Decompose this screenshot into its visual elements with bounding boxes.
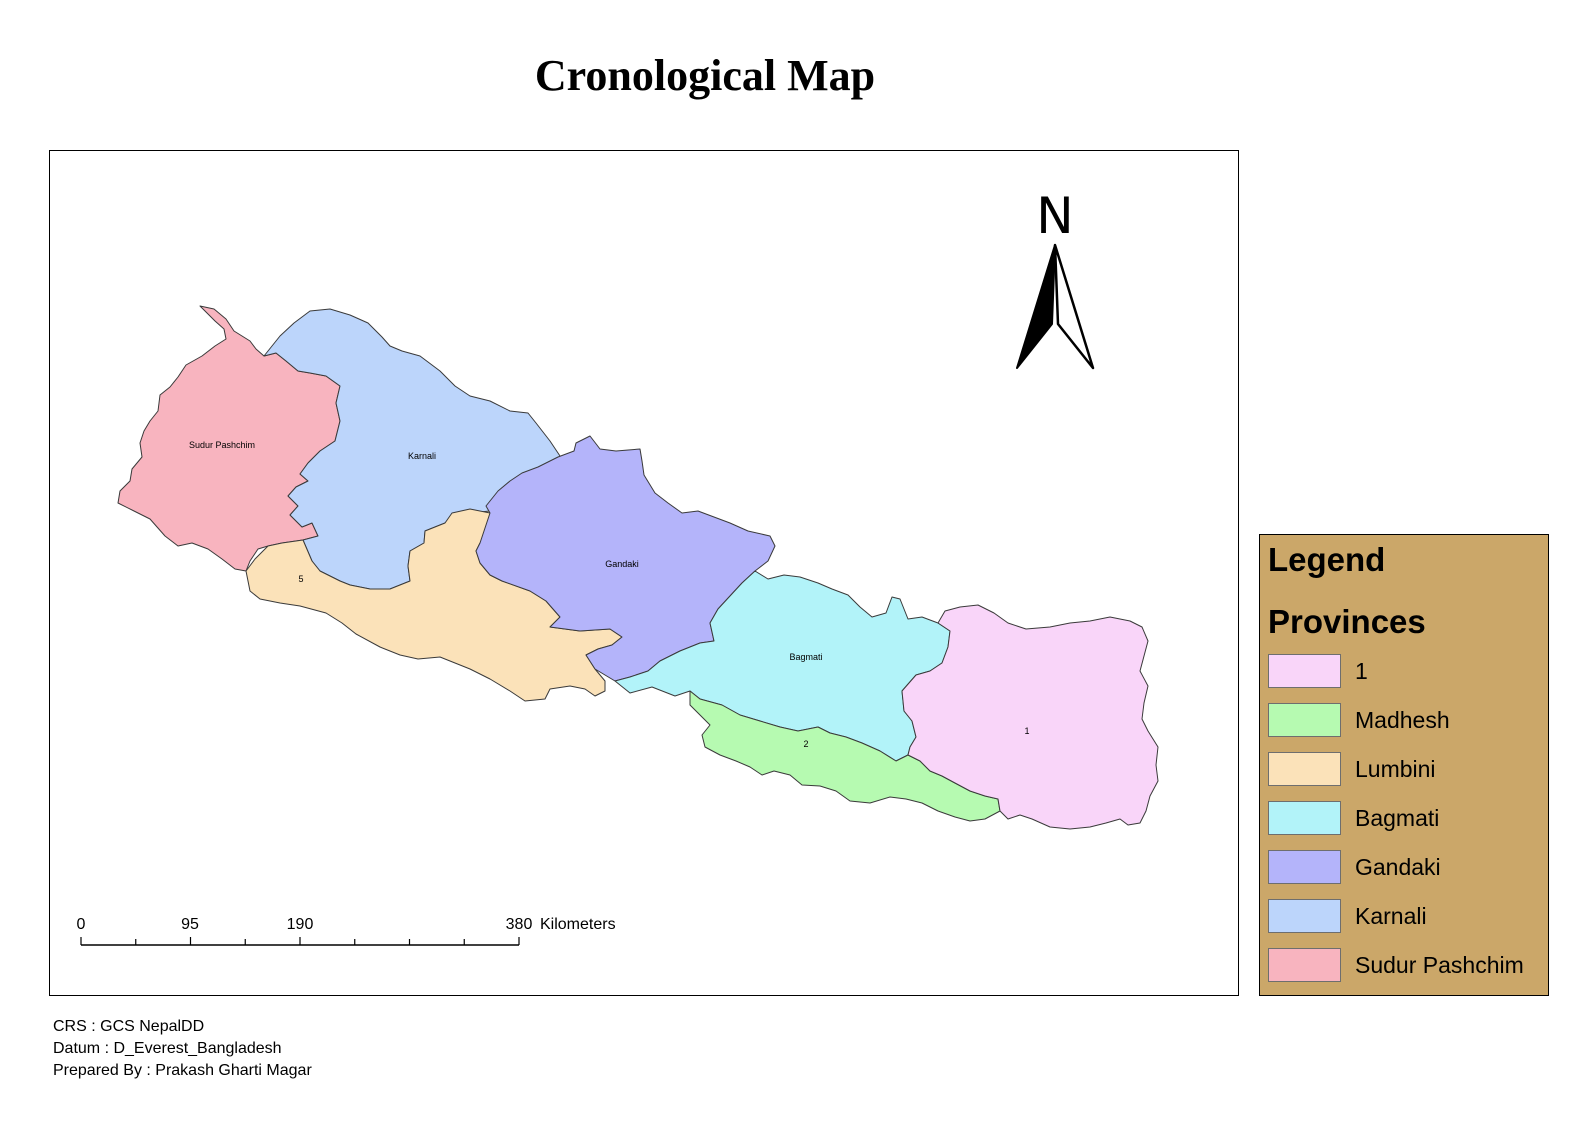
scale-label-190: 190 [287,916,314,933]
north-arrow-left-icon [1016,244,1056,369]
legend-item: Lumbini [1268,751,1436,787]
legend-swatch [1268,948,1341,982]
datum-text: Datum : D_Everest_Bangladesh [53,1040,282,1057]
label-karnali: Karnali [408,451,436,461]
label-lumbini: 5 [298,574,303,584]
crs-text: CRS : GCS NepalDD [53,1018,205,1035]
legend-swatch [1268,801,1341,835]
legend-subtitle: Provinces [1268,603,1426,640]
legend-label: 1 [1355,657,1368,684]
legend-label: Madhesh [1355,706,1450,733]
author-text: Prepared By : Prakash Gharti Magar [53,1062,312,1079]
label-gandaki: Gandaki [605,559,639,569]
label-province-1: 1 [1024,726,1029,736]
legend-label: Sudur Pashchim [1355,951,1524,978]
label-sudur-pashchim: Sudur Pashchim [189,440,255,450]
province-madhesh[interactable] [689,690,1001,822]
legend-item: 1 [1268,653,1368,689]
map-metadata: CRS : GCS NepalDD Datum : D_Everest_Bang… [53,1016,312,1082]
scale-label-380: 380 [506,916,533,933]
legend-swatch [1268,752,1341,786]
legend-item: Gandaki [1268,849,1441,885]
legend-swatch [1268,654,1341,688]
north-arrow-right-icon [1053,243,1095,370]
legend-item: Madhesh [1268,702,1450,738]
legend-label: Bagmati [1355,804,1440,831]
label-madhesh: 2 [803,739,808,749]
map-frame: Sudur Pashchim Karnali 5 Gandaki Bagmati… [49,150,1239,996]
label-bagmati: Bagmati [789,652,822,662]
legend-label: Lumbini [1355,755,1436,782]
north-arrow-label: N [1036,187,1073,245]
legend-label: Karnali [1355,902,1427,929]
scale-label-0: 0 [77,916,86,933]
north-arrow: N [1016,187,1095,370]
legend-title: Legend [1268,541,1386,578]
scale-bar: 0 95 190 380 Kilometers [77,916,616,946]
scale-label-95: 95 [181,916,199,933]
scale-ticks [80,937,520,945]
legend: Legend Provinces 1 Madhesh Lumbini Bagmati G… [1259,534,1549,996]
legend-swatch [1268,850,1341,884]
legend-label: Gandaki [1355,853,1441,880]
legend-item: Karnali [1268,898,1427,934]
legend-item: Sudur Pashchim [1268,947,1524,983]
legend-item: Bagmati [1268,800,1439,836]
province-1[interactable] [901,604,1159,830]
map-title: Cronological Map [534,51,876,100]
scale-unit: Kilometers [540,916,616,933]
legend-swatch [1268,899,1341,933]
legend-swatch [1268,703,1341,737]
map-canvas: Sudur Pashchim Karnali 5 Gandaki Bagmati… [77,187,1159,946]
